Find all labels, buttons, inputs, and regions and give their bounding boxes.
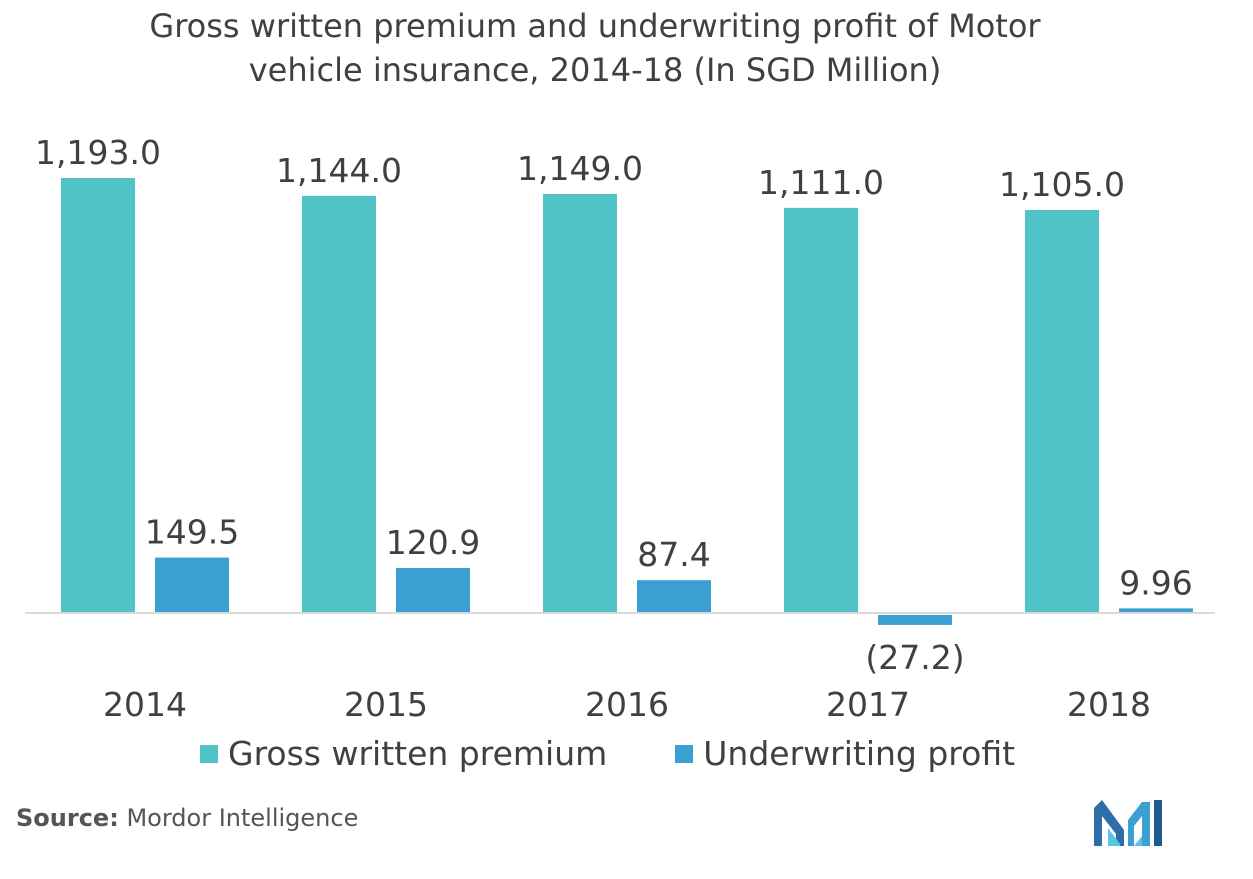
x-tick-label-2016: 2016	[585, 685, 669, 724]
data-label-gross-written-premium-2014: 1,193.0	[35, 133, 161, 172]
chart-title: Gross written premium and underwriting p…	[0, 4, 1190, 92]
legend-label-gross-written-premium: Gross written premium	[228, 734, 608, 773]
bar-underwriting-profit-2015	[396, 568, 470, 612]
chart-title-line-2: vehicle insurance, 2014-18 (In SGD Milli…	[248, 51, 942, 89]
data-label-underwriting-profit-2017: (27.2)	[865, 638, 964, 677]
source-note: Source: Mordor Intelligence	[16, 804, 358, 832]
legend-item-gross-written-premium: Gross written premium	[200, 734, 607, 773]
data-label-gross-written-premium-2015: 1,144.0	[276, 151, 402, 190]
mordor-intelligence-logo-icon	[1094, 800, 1162, 846]
legend-label-underwriting-profit: Underwriting profit	[703, 734, 1016, 773]
x-tick-label-2017: 2017	[826, 685, 910, 724]
data-label-underwriting-profit-2018: 9.96	[1119, 563, 1192, 602]
data-label-underwriting-profit-2015: 120.9	[386, 523, 480, 562]
chart-legend: Gross written premium Underwriting profi…	[200, 734, 1083, 773]
data-label-gross-written-premium-2017: 1,111.0	[758, 163, 884, 202]
bar-gross-written-premium-2014	[61, 178, 135, 612]
data-label-underwriting-profit-2014: 149.5	[145, 513, 239, 552]
bar-underwriting-profit-2016	[637, 580, 711, 612]
source-label: Source:	[16, 804, 119, 832]
bar-gross-written-premium-2016	[543, 194, 617, 612]
data-label-underwriting-profit-2016: 87.4	[637, 535, 710, 574]
bar-gross-written-premium-2018	[1025, 210, 1099, 612]
x-tick-label-2014: 2014	[103, 685, 187, 724]
bar-underwriting-profit-2014	[155, 557, 229, 612]
data-label-gross-written-premium-2016: 1,149.0	[517, 149, 643, 188]
bar-underwriting-profit-2018	[1119, 608, 1193, 612]
legend-swatch-underwriting-profit	[675, 744, 694, 763]
legend-swatch-gross-written-premium	[200, 744, 218, 763]
bar-gross-written-premium-2017	[784, 207, 858, 612]
bar-gross-written-premium-2015	[302, 195, 376, 612]
data-label-gross-written-premium-2018: 1,105.0	[999, 165, 1125, 204]
source-text: Mordor Intelligence	[126, 804, 359, 832]
legend-item-underwriting-profit: Underwriting profit	[675, 734, 1015, 773]
x-tick-label-2018: 2018	[1067, 685, 1151, 724]
x-tick-label-2015: 2015	[344, 685, 428, 724]
chart-title-line-1: Gross written premium and underwriting p…	[149, 7, 1041, 45]
bar-underwriting-profit-2017	[878, 615, 952, 625]
